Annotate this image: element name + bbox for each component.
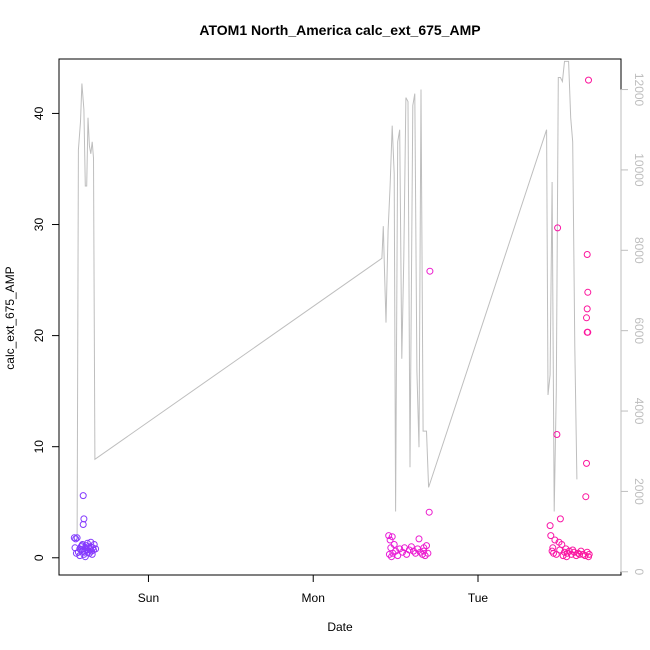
x-tick-label: Tue: [468, 591, 489, 605]
x-axis-label: Date: [327, 620, 353, 634]
data-point: [585, 76, 592, 84]
data-point: [412, 549, 419, 557]
data-point: [423, 542, 430, 550]
data-point: [385, 550, 393, 558]
data-point: [583, 314, 590, 322]
data-point: [385, 532, 393, 540]
right-y-tick-label: 8000: [632, 237, 646, 264]
y-tick-label: 30: [32, 218, 46, 232]
data-point: [584, 328, 592, 336]
data-point: [72, 535, 80, 543]
y-tick-label: 0: [32, 554, 46, 561]
y-tick-label: 20: [32, 329, 46, 343]
x-tick-label: Sun: [138, 591, 159, 605]
right-y-tick-label: 0: [632, 568, 646, 575]
data-point: [582, 493, 590, 501]
data-point: [583, 459, 590, 467]
right-y-tick-label: 6000: [632, 317, 646, 344]
data-point: [551, 536, 559, 544]
data-point: [70, 534, 78, 542]
right-axis-line-series: [76, 60, 578, 540]
left-axis-point-series: [70, 76, 593, 561]
data-point: [420, 547, 428, 555]
right-y-tick-label: 10000: [632, 153, 646, 187]
data-point: [576, 550, 584, 558]
data-point: [559, 552, 567, 560]
data-point: [569, 546, 577, 554]
data-point: [556, 515, 564, 523]
data-point: [79, 521, 87, 528]
data-point: [583, 305, 591, 313]
data-point: [563, 553, 571, 561]
data-point: [392, 547, 400, 555]
data-point: [563, 549, 571, 557]
y-axis: 0 10 20 30 40: [32, 106, 60, 561]
data-point: [407, 543, 415, 551]
data-point: [583, 251, 591, 258]
y-tick-label: 10: [32, 440, 46, 454]
data-point: [554, 224, 562, 232]
data-point: [583, 548, 591, 556]
right-y-tick-label: 4000: [632, 398, 646, 425]
plot-frame: [58, 58, 622, 576]
data-point: [388, 533, 396, 541]
data-point: [546, 522, 554, 530]
data-point: [78, 542, 86, 550]
data-point: [77, 546, 85, 554]
data-point: [88, 550, 96, 558]
data-point: [572, 552, 580, 560]
data-point: [390, 541, 398, 548]
data-point: [394, 552, 402, 560]
data-point: [549, 544, 557, 552]
data-point: [87, 538, 95, 546]
data-point: [424, 549, 432, 557]
data-point: [80, 515, 88, 523]
series-line: [76, 60, 578, 540]
data-point: [79, 492, 87, 500]
data-point: [552, 550, 560, 558]
right-y-tick-label: 12000: [632, 73, 646, 107]
data-point: [585, 550, 593, 558]
data-point: [399, 548, 406, 556]
y-axis-label: calc_ext_675_AMP: [3, 266, 17, 369]
data-point: [415, 535, 423, 543]
x-axis: Sun Mon Tue: [138, 574, 489, 605]
data-point: [556, 546, 564, 554]
chart-title: ATOM1 North_America calc_ext_675_AMP: [199, 22, 480, 38]
data-point: [547, 532, 555, 540]
data-point: [584, 288, 592, 296]
right-y-axis: 0 2000 4000 6000 8000 10000 12000: [620, 73, 646, 575]
x-tick-label: Mon: [302, 591, 325, 605]
data-point: [73, 534, 81, 542]
right-y-tick-label: 2000: [632, 478, 646, 505]
data-point: [553, 431, 561, 438]
data-point: [90, 546, 97, 554]
data-point: [425, 508, 433, 516]
data-point: [426, 267, 434, 275]
data-point: [416, 548, 424, 556]
data-point: [410, 547, 417, 555]
y-tick-label: 40: [32, 106, 46, 120]
